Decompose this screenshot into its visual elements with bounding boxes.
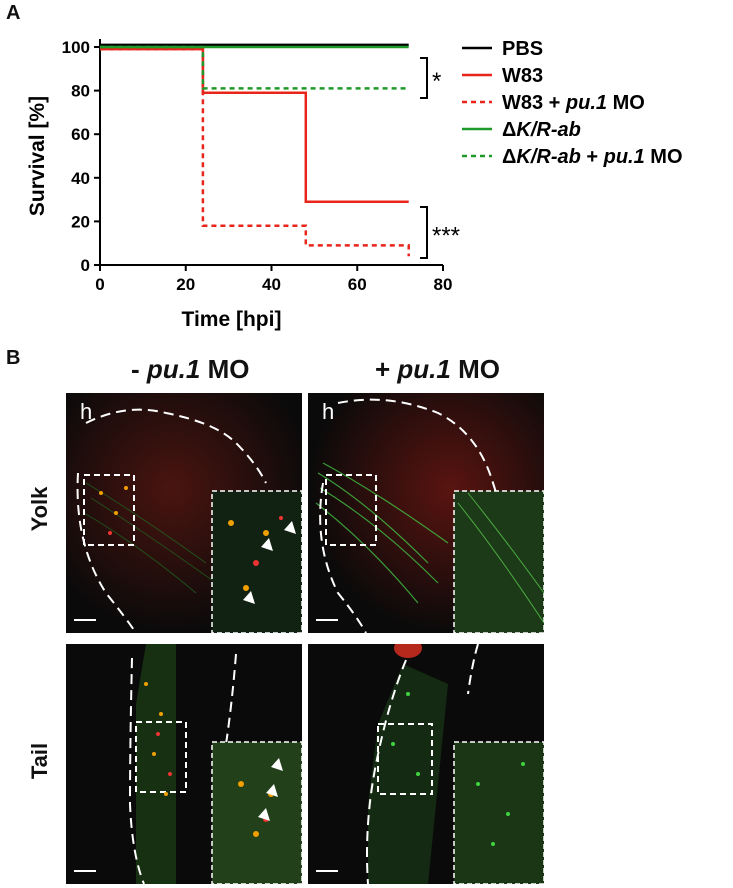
legend-entry-0: PBS	[502, 38, 543, 60]
x-tick-label: 0	[95, 275, 104, 294]
y-tick-label: 0	[81, 256, 90, 275]
x-tick-label: 80	[434, 275, 453, 294]
col-title-plus: + pu.1 MO	[375, 354, 500, 384]
panel-a-letter: A	[6, 2, 21, 24]
legend-entry-3: ΔK/R-ab	[502, 119, 581, 141]
x-tick-label: 60	[348, 275, 367, 294]
legend-entry-4: ΔK/R-ab + pu.1 MO	[502, 146, 683, 168]
sig-bracket-2-label: ***	[432, 222, 460, 249]
micrograph-yolk-plus: h	[308, 393, 544, 633]
micrograph-tail-plus	[308, 644, 544, 884]
row-title-yolk: Yolk	[27, 486, 52, 532]
y-tick-label: 20	[71, 212, 90, 231]
col-title-minus: - pu.1 MO	[131, 354, 250, 384]
survival-chart: 0 20 40 60 80 100 0 20 40 60 80 Time [hpi] Survival …	[26, 38, 683, 331]
y-tick-label: 100	[62, 38, 90, 57]
head-label: h	[80, 399, 93, 424]
sig-bracket-2-bracket	[420, 206, 428, 259]
micrograph-tail-minus	[66, 644, 302, 884]
y-tick-label: 60	[71, 125, 90, 144]
legend-entry-1: W83	[502, 65, 543, 87]
x-axis-label: Time [hpi]	[182, 308, 282, 331]
yolk-plus-image	[308, 393, 544, 633]
series-line-4	[100, 45, 409, 90]
micrograph-yolk-minus: h	[66, 393, 302, 633]
row-title-tail: Tail	[27, 742, 52, 780]
sig-bracket-1-bracket	[420, 57, 428, 99]
sig-bracket-1-label: *	[432, 68, 441, 95]
x-tick-label: 20	[176, 275, 195, 294]
series-line-2	[100, 47, 410, 257]
y-tick-label: 80	[71, 82, 90, 101]
y-axis-label: Survival [%]	[26, 96, 49, 216]
series-line-1	[100, 47, 409, 204]
tail-minus-image	[66, 644, 302, 884]
yolk-minus-image	[66, 393, 302, 633]
x-tick-label: 40	[262, 275, 281, 294]
head-label: h	[322, 399, 335, 424]
legend-entry-2: W83 + pu.1 MO	[502, 92, 645, 114]
y-tick-label: 40	[71, 169, 90, 188]
panel-b-letter: B	[6, 347, 21, 369]
tail-plus-image	[308, 644, 544, 884]
